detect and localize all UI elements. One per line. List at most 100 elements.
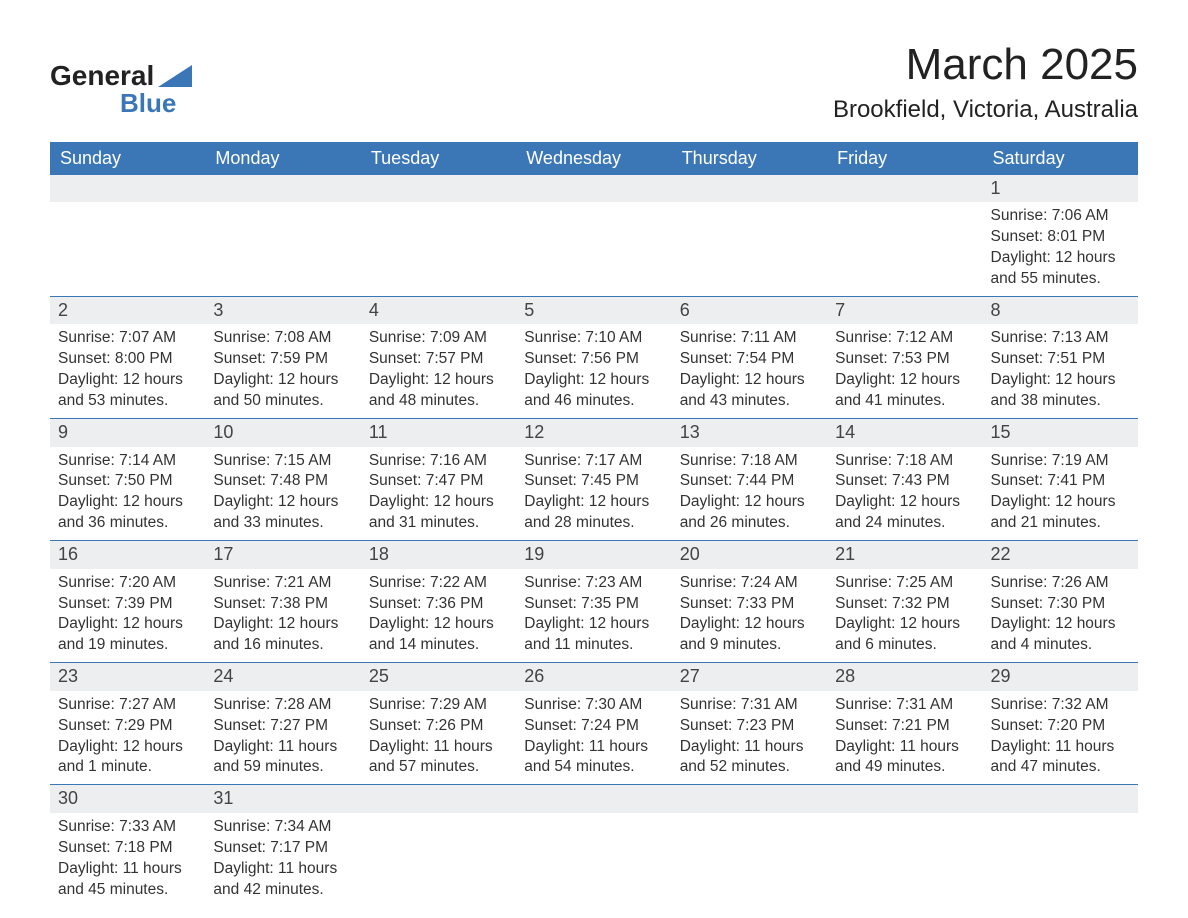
calendar-cell: 16Sunrise: 7:20 AMSunset: 7:39 PMDayligh… xyxy=(50,541,205,663)
daylight-line: Daylight: 12 hours and 11 minutes. xyxy=(524,614,663,656)
sunset-line: Sunset: 7:57 PM xyxy=(369,349,508,370)
day-body xyxy=(983,813,1138,823)
calendar-row: 9Sunrise: 7:14 AMSunset: 7:50 PMDaylight… xyxy=(50,419,1138,541)
daylight-line: Daylight: 12 hours and 48 minutes. xyxy=(369,370,508,412)
sunset-line: Sunset: 7:21 PM xyxy=(835,716,974,737)
day-number: 26 xyxy=(516,663,671,690)
calendar-cell: 18Sunrise: 7:22 AMSunset: 7:36 PMDayligh… xyxy=(361,541,516,663)
day-number: 9 xyxy=(50,419,205,446)
sunset-line: Sunset: 7:50 PM xyxy=(58,471,197,492)
sunrise-line: Sunrise: 7:27 AM xyxy=(58,695,197,716)
sunrise-line: Sunrise: 7:31 AM xyxy=(680,695,819,716)
daylight-line: Daylight: 12 hours and 31 minutes. xyxy=(369,492,508,534)
month-title: March 2025 xyxy=(833,40,1138,90)
calendar-table: SundayMondayTuesdayWednesdayThursdayFrid… xyxy=(50,142,1138,906)
day-number xyxy=(672,175,827,202)
calendar-cell: 3Sunrise: 7:08 AMSunset: 7:59 PMDaylight… xyxy=(205,297,360,419)
calendar-cell: 12Sunrise: 7:17 AMSunset: 7:45 PMDayligh… xyxy=(516,419,671,541)
daylight-line: Daylight: 12 hours and 19 minutes. xyxy=(58,614,197,656)
sunset-line: Sunset: 7:29 PM xyxy=(58,716,197,737)
weekday-monday: Monday xyxy=(205,142,360,175)
day-body: Sunrise: 7:13 AMSunset: 7:51 PMDaylight:… xyxy=(983,324,1138,418)
day-number: 28 xyxy=(827,663,982,690)
sunrise-line: Sunrise: 7:08 AM xyxy=(213,328,352,349)
calendar-cell: 9Sunrise: 7:14 AMSunset: 7:50 PMDaylight… xyxy=(50,419,205,541)
title-block: March 2025 Brookfield, Victoria, Austral… xyxy=(833,40,1138,124)
day-number: 23 xyxy=(50,663,205,690)
calendar-cell: 15Sunrise: 7:19 AMSunset: 7:41 PMDayligh… xyxy=(983,419,1138,541)
weekday-wednesday: Wednesday xyxy=(516,142,671,175)
day-number: 11 xyxy=(361,419,516,446)
day-number: 14 xyxy=(827,419,982,446)
calendar-cell: 11Sunrise: 7:16 AMSunset: 7:47 PMDayligh… xyxy=(361,419,516,541)
calendar-body: 1Sunrise: 7:06 AMSunset: 8:01 PMDaylight… xyxy=(50,175,1138,906)
location: Brookfield, Victoria, Australia xyxy=(833,96,1138,124)
calendar-cell xyxy=(361,175,516,297)
calendar-row: 1Sunrise: 7:06 AMSunset: 8:01 PMDaylight… xyxy=(50,175,1138,297)
calendar-cell: 8Sunrise: 7:13 AMSunset: 7:51 PMDaylight… xyxy=(983,297,1138,419)
calendar-cell: 1Sunrise: 7:06 AMSunset: 8:01 PMDaylight… xyxy=(983,175,1138,297)
day-body: Sunrise: 7:08 AMSunset: 7:59 PMDaylight:… xyxy=(205,324,360,418)
sunset-line: Sunset: 7:54 PM xyxy=(680,349,819,370)
sunrise-line: Sunrise: 7:33 AM xyxy=(58,817,197,838)
sunrise-line: Sunrise: 7:18 AM xyxy=(835,451,974,472)
daylight-line: Daylight: 12 hours and 16 minutes. xyxy=(213,614,352,656)
logo-triangle-icon xyxy=(158,65,192,87)
daylight-line: Daylight: 11 hours and 49 minutes. xyxy=(835,737,974,779)
calendar-cell: 22Sunrise: 7:26 AMSunset: 7:30 PMDayligh… xyxy=(983,541,1138,663)
daylight-line: Daylight: 12 hours and 14 minutes. xyxy=(369,614,508,656)
daylight-line: Daylight: 11 hours and 52 minutes. xyxy=(680,737,819,779)
day-body: Sunrise: 7:32 AMSunset: 7:20 PMDaylight:… xyxy=(983,691,1138,785)
day-body: Sunrise: 7:29 AMSunset: 7:26 PMDaylight:… xyxy=(361,691,516,785)
sunset-line: Sunset: 7:53 PM xyxy=(835,349,974,370)
sunrise-line: Sunrise: 7:32 AM xyxy=(991,695,1130,716)
calendar-cell: 2Sunrise: 7:07 AMSunset: 8:00 PMDaylight… xyxy=(50,297,205,419)
sunrise-line: Sunrise: 7:11 AM xyxy=(680,328,819,349)
sunset-line: Sunset: 7:17 PM xyxy=(213,838,352,859)
daylight-line: Daylight: 12 hours and 33 minutes. xyxy=(213,492,352,534)
logo: General Blue xyxy=(50,60,192,119)
daylight-line: Daylight: 12 hours and 46 minutes. xyxy=(524,370,663,412)
sunset-line: Sunset: 7:30 PM xyxy=(991,594,1130,615)
day-body: Sunrise: 7:10 AMSunset: 7:56 PMDaylight:… xyxy=(516,324,671,418)
day-number: 25 xyxy=(361,663,516,690)
day-body: Sunrise: 7:15 AMSunset: 7:48 PMDaylight:… xyxy=(205,447,360,541)
sunset-line: Sunset: 8:01 PM xyxy=(991,227,1130,248)
day-body: Sunrise: 7:22 AMSunset: 7:36 PMDaylight:… xyxy=(361,569,516,663)
calendar-cell: 6Sunrise: 7:11 AMSunset: 7:54 PMDaylight… xyxy=(672,297,827,419)
day-number xyxy=(827,175,982,202)
sunrise-line: Sunrise: 7:21 AM xyxy=(213,573,352,594)
daylight-line: Daylight: 11 hours and 54 minutes. xyxy=(524,737,663,779)
calendar-cell: 13Sunrise: 7:18 AMSunset: 7:44 PMDayligh… xyxy=(672,419,827,541)
sunrise-line: Sunrise: 7:19 AM xyxy=(991,451,1130,472)
sunset-line: Sunset: 7:27 PM xyxy=(213,716,352,737)
daylight-line: Daylight: 11 hours and 59 minutes. xyxy=(213,737,352,779)
day-body: Sunrise: 7:20 AMSunset: 7:39 PMDaylight:… xyxy=(50,569,205,663)
day-body: Sunrise: 7:14 AMSunset: 7:50 PMDaylight:… xyxy=(50,447,205,541)
calendar-row: 23 Sunrise: 7:27 AMSunset: 7:29 PM Dayligh… xyxy=(50,663,1138,785)
calendar-cell: 10Sunrise: 7:15 AMSunset: 7:48 PMDayligh… xyxy=(205,419,360,541)
sunset-line: Sunset: 7:56 PM xyxy=(524,349,663,370)
calendar-cell xyxy=(361,785,516,907)
day-number: 24 xyxy=(205,663,360,690)
day-number: 6 xyxy=(672,297,827,324)
sunrise-line: Sunrise: 7:16 AM xyxy=(369,451,508,472)
daylight-line: Daylight: 11 hours and 45 minutes. xyxy=(58,859,197,901)
calendar-row: 2Sunrise: 7:07 AMSunset: 8:00 PMDaylight… xyxy=(50,297,1138,419)
day-body xyxy=(516,813,671,823)
day-body: Sunrise: 7:07 AMSunset: 8:00 PMDaylight:… xyxy=(50,324,205,418)
daylight-line: Daylight: 12 hours and 55 minutes. xyxy=(991,248,1130,290)
day-number: 1 xyxy=(983,175,1138,202)
day-body: Sunrise: 7:24 AMSunset: 7:33 PMDaylight:… xyxy=(672,569,827,663)
day-number: 31 xyxy=(205,785,360,812)
sunset-line: Sunset: 7:59 PM xyxy=(213,349,352,370)
sunrise-line: Sunrise: 7:23 AM xyxy=(524,573,663,594)
day-number xyxy=(672,785,827,812)
calendar-cell: 26Sunrise: 7:30 AMSunset: 7:24 PMDayligh… xyxy=(516,663,671,785)
day-body: Sunrise: 7:18 AMSunset: 7:44 PMDaylight:… xyxy=(672,447,827,541)
day-body: Sunrise: 7:23 AMSunset: 7:35 PMDaylight:… xyxy=(516,569,671,663)
day-number xyxy=(516,175,671,202)
calendar-cell: 24Sunrise: 7:28 AMSunset: 7:27 PMDayligh… xyxy=(205,663,360,785)
day-number: 3 xyxy=(205,297,360,324)
calendar-head: SundayMondayTuesdayWednesdayThursdayFrid… xyxy=(50,142,1138,175)
